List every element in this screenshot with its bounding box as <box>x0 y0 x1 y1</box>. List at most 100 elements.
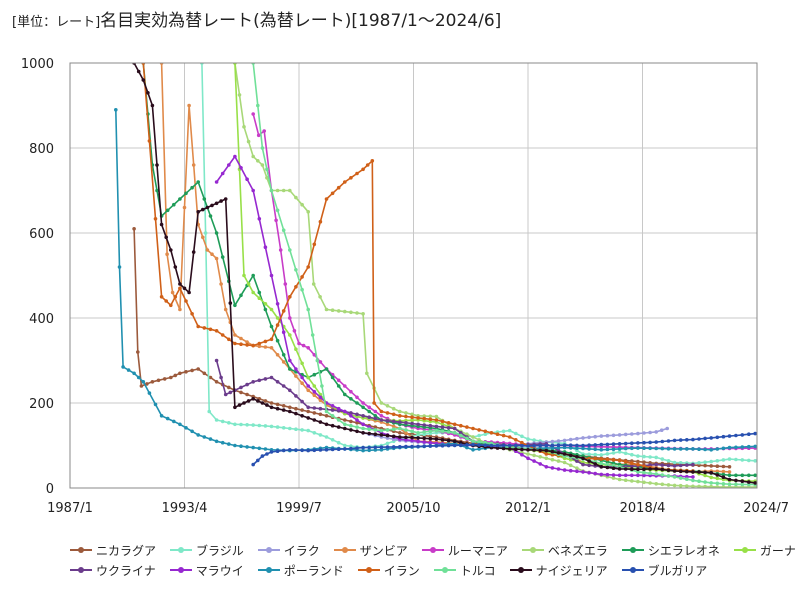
data-point <box>617 447 622 451</box>
data-point <box>562 452 567 456</box>
data-point <box>239 390 243 395</box>
data-point <box>141 380 146 384</box>
data-point <box>275 302 280 306</box>
legend-item: ベネズエラ <box>521 542 608 559</box>
data-point <box>630 473 634 478</box>
data-point <box>685 447 689 451</box>
data-point <box>288 295 292 299</box>
data-point <box>373 414 378 418</box>
data-point <box>734 478 738 483</box>
data-point <box>251 462 255 467</box>
data-point <box>324 414 329 418</box>
data-point <box>245 177 249 181</box>
data-point <box>367 427 372 432</box>
data-point <box>440 425 445 429</box>
data-point <box>562 460 567 465</box>
data-point <box>568 443 573 448</box>
data-point <box>660 439 665 444</box>
data-point <box>239 444 243 449</box>
data-point <box>703 436 707 441</box>
data-point <box>275 208 280 213</box>
data-point <box>617 433 622 437</box>
data-point <box>398 445 402 449</box>
data-point <box>678 447 683 451</box>
data-point <box>654 482 658 486</box>
data-point <box>404 428 408 432</box>
data-point <box>306 375 311 380</box>
data-point <box>233 341 237 346</box>
data-point <box>343 309 347 314</box>
data-point <box>727 457 732 461</box>
series-layer <box>114 63 757 488</box>
data-point <box>740 473 745 478</box>
data-point <box>312 418 317 422</box>
data-point <box>306 210 311 214</box>
legend-label: ニカラグア <box>96 543 157 558</box>
data-point <box>581 443 585 448</box>
data-point <box>385 422 390 427</box>
data-point <box>355 311 359 315</box>
data-point <box>255 159 260 163</box>
data-point <box>568 453 573 458</box>
data-point <box>202 326 207 330</box>
data-point <box>343 422 347 427</box>
data-point <box>306 384 311 388</box>
data-point <box>562 443 567 447</box>
data-point <box>208 437 213 441</box>
data-point <box>367 405 372 410</box>
data-point <box>355 421 359 425</box>
data-point <box>349 176 353 180</box>
data-point <box>336 425 341 429</box>
data-point <box>630 464 634 469</box>
data-point <box>150 380 155 384</box>
data-point <box>734 457 738 462</box>
data-point <box>202 435 207 439</box>
legend-label: ブラジル <box>196 543 244 558</box>
data-point <box>182 286 187 291</box>
data-point <box>391 434 396 439</box>
legend-item: トルコ <box>433 562 496 579</box>
legend-swatch <box>421 545 444 555</box>
data-point <box>740 458 745 462</box>
data-point <box>599 465 604 469</box>
data-point <box>178 307 182 312</box>
data-point <box>428 423 433 428</box>
data-point <box>709 484 713 488</box>
data-point <box>501 443 506 448</box>
data-point <box>300 202 304 207</box>
data-point <box>587 447 591 451</box>
data-point <box>281 330 286 335</box>
data-point <box>288 367 292 371</box>
data-point <box>575 436 579 441</box>
data-point <box>365 371 369 376</box>
data-point <box>575 455 579 459</box>
legend-row: ニカラグア ブラジル イラク ザンビア ルーマニア ベネズエラ シエラレオネ ガーナ <box>70 540 796 560</box>
data-point <box>275 353 280 357</box>
data-point <box>428 417 433 422</box>
legend-swatch <box>170 545 193 555</box>
data-point <box>391 419 396 424</box>
data-point <box>220 255 225 259</box>
data-point <box>318 412 323 417</box>
data-point <box>678 469 683 474</box>
data-point <box>659 428 664 433</box>
data-point <box>349 414 353 418</box>
data-point <box>275 338 280 343</box>
data-point <box>139 384 144 388</box>
data-point <box>581 446 585 451</box>
data-point <box>159 414 164 418</box>
x-tick-label: 2018/4 <box>620 501 666 516</box>
data-point <box>459 443 463 448</box>
data-point <box>593 443 597 447</box>
x-tick-label: 2012/1 <box>505 501 551 516</box>
data-point <box>398 431 402 435</box>
data-point <box>575 469 579 474</box>
data-point <box>184 426 188 430</box>
data-point <box>343 418 347 422</box>
data-point <box>398 414 402 418</box>
data-point <box>310 333 315 337</box>
data-point <box>269 450 274 454</box>
data-point <box>611 473 616 477</box>
data-point <box>617 477 622 482</box>
data-point <box>190 312 194 316</box>
